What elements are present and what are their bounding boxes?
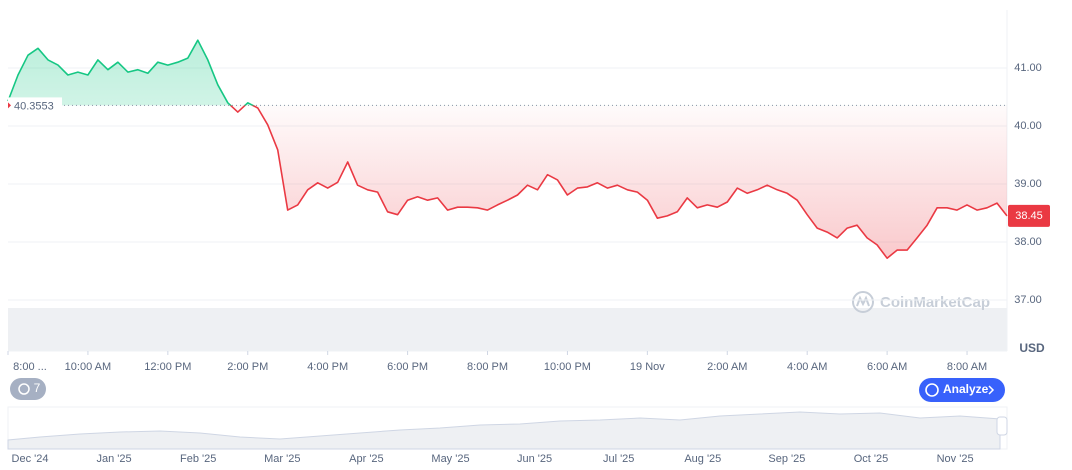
navigator-label: Dec '24 <box>12 453 49 465</box>
navigator-label: Jul '25 <box>603 453 634 465</box>
x-tick-label: 2:00 AM <box>707 361 747 373</box>
x-tick-label: 8:00 ... <box>13 361 47 373</box>
badge-icon <box>18 383 30 395</box>
watermark-text: CoinMarketCap <box>880 294 990 311</box>
button-text: Analyze <box>943 382 989 396</box>
y-tick-label: 40.00 <box>1014 120 1042 132</box>
button-icon <box>925 383 939 397</box>
navigator-label: Oct '25 <box>854 453 889 465</box>
watermark: CoinMarketCap <box>852 291 990 313</box>
y-tick-label: 39.00 <box>1014 178 1042 190</box>
volume-band <box>8 308 1007 351</box>
button-chevron <box>988 385 995 395</box>
area-fill <box>8 40 1007 259</box>
price-line <box>7 39 1008 259</box>
navigator-label: Aug '25 <box>684 453 721 465</box>
x-tick-label: 2:00 PM <box>227 361 268 373</box>
x-tick-label: 8:00 PM <box>467 361 508 373</box>
analyze-button[interactable]: Analyze <box>919 378 1005 402</box>
badge-bg <box>10 378 46 400</box>
x-tick-label: 12:00 PM <box>144 361 191 373</box>
x-tick-label: 4:00 PM <box>307 361 348 373</box>
navigator-series <box>7 411 1001 450</box>
navigator-label: Feb '25 <box>180 453 216 465</box>
x-tick-label: 10:00 PM <box>544 361 591 373</box>
baseline-label-box <box>8 97 62 114</box>
badge-text: 7 <box>34 381 41 395</box>
navigator-label: Jan '25 <box>97 453 132 465</box>
navigator-label: Jun '25 <box>517 453 552 465</box>
x-tick-label: 10:00 AM <box>65 361 111 373</box>
button-bg <box>919 378 1005 402</box>
x-tick-label: 6:00 PM <box>387 361 428 373</box>
baseline-marker <box>8 102 11 109</box>
y-unit: USD <box>1019 341 1045 355</box>
navigator-handle[interactable] <box>996 416 1008 436</box>
last-price-label: 38.45 <box>1015 210 1043 222</box>
y-tick-label: 41.00 <box>1014 62 1042 74</box>
navigator-label: May '25 <box>431 453 469 465</box>
navigator[interactable] <box>7 406 1008 450</box>
navigator-label: Mar '25 <box>264 453 300 465</box>
navigator-label: Nov '25 <box>937 453 974 465</box>
navigator-label: Apr '25 <box>349 453 384 465</box>
badge[interactable]: 7 <box>10 378 46 400</box>
y-tick-label: 38.00 <box>1014 236 1042 248</box>
x-tick-label: 19 Nov <box>630 361 665 373</box>
y-tick-label: 37.00 <box>1014 294 1042 306</box>
baseline-label: 40.3553 <box>14 100 54 112</box>
x-tick-label: 4:00 AM <box>787 361 827 373</box>
last-price-box <box>1008 204 1050 227</box>
navigator-label: Sep '25 <box>768 453 805 465</box>
x-tick-label: 8:00 AM <box>947 361 987 373</box>
x-tick-label: 6:00 AM <box>867 361 907 373</box>
